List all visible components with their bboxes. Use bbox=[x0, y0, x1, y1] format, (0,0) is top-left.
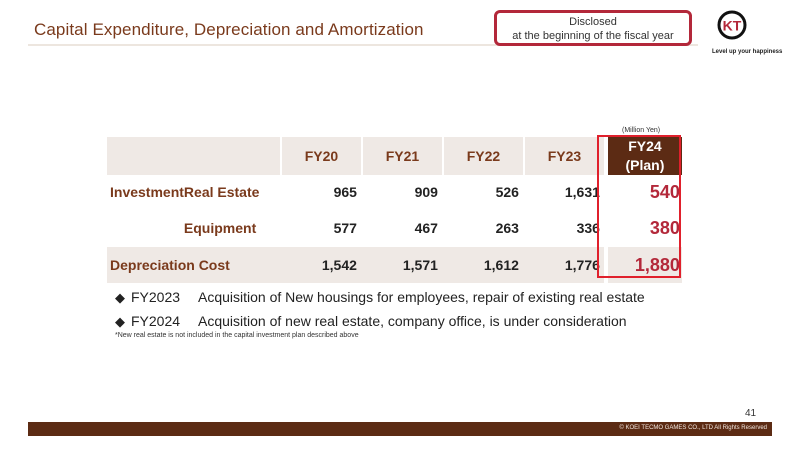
cell-value: 965 bbox=[279, 175, 361, 211]
cell-plan-value: 1,880 bbox=[603, 247, 682, 283]
bullet-list: ◆ FY2023 Acquisition of New housings for e… bbox=[115, 285, 645, 333]
row-group-label: Depreciation Cost bbox=[107, 247, 280, 283]
list-item: ◆ FY2023 Acquisition of New housings for e… bbox=[115, 285, 645, 309]
cell-value: 526 bbox=[441, 175, 523, 211]
kt-logo-icon: KT bbox=[717, 10, 747, 40]
diamond-bullet-icon: ◆ bbox=[115, 314, 125, 329]
header-fy24-plan: FY24 (Plan) bbox=[603, 137, 682, 175]
copyright-text: © KOEI TECMO GAMES CO., LTD All Rights R… bbox=[619, 425, 767, 431]
bullet-text: Acquisition of new real estate, company … bbox=[198, 313, 627, 329]
cell-value: 467 bbox=[360, 211, 442, 247]
table-row: Equipment 577 467 263 336 380 bbox=[107, 211, 682, 247]
row-group-label bbox=[107, 211, 184, 247]
page-number: 41 bbox=[745, 408, 757, 419]
logo-tagline: Level up your happiness bbox=[712, 49, 783, 55]
diamond-bullet-icon: ◆ bbox=[115, 290, 125, 305]
footer-bar: © KOEI TECMO GAMES CO., LTD All Rights R… bbox=[28, 422, 772, 436]
page-title: Capital Expenditure, Depreciation and Am… bbox=[34, 20, 424, 39]
header-fy24-plan-label: (Plan) bbox=[625, 157, 665, 173]
header-row: FY20 FY21 FY22 FY23 FY24 (Plan) bbox=[107, 137, 682, 175]
bullet-year: FY2023 bbox=[131, 289, 181, 305]
disclosed-line2: at the beginning of the fiscal year bbox=[512, 30, 674, 42]
cell-value: 577 bbox=[279, 211, 361, 247]
unit-label: (Million Yen) bbox=[622, 127, 661, 134]
bullet-year: FY2024 bbox=[131, 313, 181, 329]
disclosed-line1: Disclosed bbox=[569, 16, 617, 28]
header-fy21: FY21 bbox=[360, 137, 442, 175]
cell-value: 1,631 bbox=[522, 175, 604, 211]
cell-value: 263 bbox=[441, 211, 523, 247]
table-row: Investment Real Estate 965 909 526 1,631… bbox=[107, 175, 682, 211]
capex-table: FY20 FY21 FY22 FY23 FY24 (Plan) Investme… bbox=[107, 137, 682, 283]
row-group-label: Investment bbox=[107, 175, 184, 211]
row-label: Real Estate bbox=[183, 175, 280, 211]
cell-plan-value: 380 bbox=[603, 211, 682, 247]
row-label: Equipment bbox=[183, 211, 280, 247]
disclosed-callout: Disclosed at the beginning of the fiscal… bbox=[494, 10, 692, 46]
cell-value: 909 bbox=[360, 175, 442, 211]
company-logo: KT Level up your happiness bbox=[712, 10, 782, 60]
cell-value: 336 bbox=[522, 211, 604, 247]
cell-value: 1,542 bbox=[279, 247, 361, 283]
header-fy20: FY20 bbox=[279, 137, 361, 175]
cell-value: 1,776 bbox=[522, 247, 604, 283]
list-item: ◆ FY2024 Acquisition of new real estate, c… bbox=[115, 309, 645, 333]
header-fy22: FY22 bbox=[441, 137, 523, 175]
header-fy24-year: FY24 bbox=[628, 138, 662, 154]
bullet-text: Acquisition of New housings for employee… bbox=[198, 289, 645, 305]
cell-plan-value: 540 bbox=[603, 175, 682, 211]
title-underline bbox=[28, 44, 698, 46]
logo-letters: KT bbox=[723, 18, 742, 34]
table-row: Depreciation Cost 1,542 1,571 1,612 1,77… bbox=[107, 247, 682, 283]
cell-value: 1,612 bbox=[441, 247, 523, 283]
cell-value: 1,571 bbox=[360, 247, 442, 283]
footnote: *New real estate is not included in the … bbox=[115, 332, 359, 339]
header-fy23: FY23 bbox=[522, 137, 604, 175]
header-corner bbox=[107, 137, 280, 175]
